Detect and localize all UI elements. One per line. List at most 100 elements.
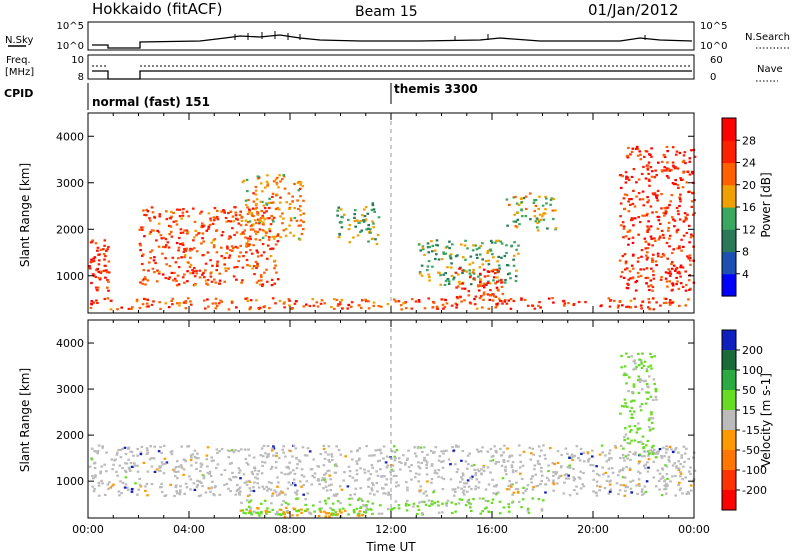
scatter-cell [654, 389, 658, 392]
scatter-cell [460, 476, 463, 479]
scatter-cell [516, 487, 520, 491]
colorbar-segment [722, 450, 736, 471]
scatter-cell [417, 461, 420, 464]
scatter-cell [628, 198, 631, 201]
scatter-cell [673, 225, 676, 228]
scatter-cell [273, 235, 277, 238]
scatter-cell [302, 199, 305, 202]
scatter-cell [406, 486, 409, 489]
scatter-cell [348, 475, 352, 478]
scatter-cell [233, 266, 236, 269]
scatter-cell [488, 298, 492, 301]
scatter-cell [679, 266, 682, 269]
scatter-cell [489, 239, 493, 242]
scatter-cell [94, 476, 97, 479]
scatter-cell [240, 281, 243, 284]
scatter-cell [302, 305, 306, 308]
scatter-cell [337, 206, 341, 209]
scatter-cell [245, 203, 248, 206]
scatter-cell [213, 238, 217, 241]
scatter-cell [225, 220, 228, 223]
scatter-cell [691, 192, 694, 195]
scatter-cell [133, 462, 136, 465]
scatter-cell [299, 195, 302, 198]
scatter-cell [306, 508, 309, 511]
scatter-cell [440, 258, 444, 261]
scatter-cell [505, 264, 509, 267]
nsky-spikes [234, 31, 646, 41]
scatter-cell [622, 405, 626, 408]
scatter-cell [252, 192, 255, 195]
scatter-cell [101, 482, 104, 485]
scatter-cell [195, 272, 198, 275]
scatter-cell [260, 254, 263, 257]
scatter-cell [246, 463, 250, 466]
scatter-cell [206, 465, 209, 468]
scatter-cell [370, 454, 374, 457]
scatter-cell [439, 274, 442, 277]
scatter-cell [651, 289, 654, 292]
scatter-cell [443, 449, 446, 452]
scatter-cell [672, 183, 676, 186]
scatter-cell [206, 251, 210, 254]
scatter-cell [646, 167, 649, 170]
scatter-cell [177, 266, 181, 269]
scatter-cell [293, 302, 297, 305]
scatter-cell [228, 254, 232, 257]
scatter-cell [203, 299, 206, 302]
scatter-cell [297, 510, 301, 513]
scatter-cell [628, 376, 631, 379]
scatter-cell [215, 229, 218, 232]
scatter-cell [607, 475, 610, 478]
scatter-cell [628, 450, 632, 453]
scatter-cell [595, 480, 599, 483]
scatter-cell [660, 207, 663, 210]
scatter-cell [637, 470, 640, 473]
scatter-cell [623, 253, 627, 256]
scatter-cell [295, 491, 298, 494]
scatter-cell [152, 259, 156, 262]
scatter-cell [235, 278, 238, 281]
scatter-cell [677, 270, 681, 273]
scatter-cell [441, 511, 444, 514]
scatter-cell [482, 286, 486, 289]
scatter-cell [205, 229, 209, 232]
scatter-cell [528, 446, 532, 449]
scatter-cell [225, 482, 229, 485]
scatter-cell [110, 458, 113, 461]
scatter-cell [418, 300, 421, 303]
scatter-cell [247, 243, 251, 246]
scatter-cell [366, 508, 369, 511]
scatter-cell [246, 212, 250, 215]
scatter-cell [224, 267, 227, 270]
scatter-cell [656, 255, 660, 258]
scatter-cell [456, 468, 460, 471]
scatter-cell [666, 161, 669, 164]
scatter-cell [272, 180, 276, 183]
scatter-cell [577, 456, 580, 460]
scatter-cell [223, 210, 226, 213]
scatter-cell [142, 209, 145, 212]
scatter-cell [650, 446, 654, 449]
scatter-cell [601, 451, 604, 454]
scatter-cell [340, 298, 344, 301]
scatter-cell [255, 299, 258, 302]
scatter-cell [625, 177, 628, 180]
scatter-cell [180, 217, 183, 220]
scatter-cell [642, 492, 646, 495]
scatter-cell [435, 239, 439, 242]
nsearch-label: N.Search [745, 32, 790, 43]
scatter-cell [377, 448, 380, 451]
scatter-cell [469, 476, 472, 479]
scatter-cell [293, 207, 296, 210]
scatter-cell [336, 304, 340, 307]
scatter-cell [164, 302, 168, 305]
scatter-cell [608, 483, 612, 486]
scatter-cell [123, 486, 127, 489]
scatter-cell [124, 476, 128, 479]
scatter-cell [680, 456, 683, 459]
scatter-cell [656, 227, 660, 230]
scatter-cell [343, 471, 346, 474]
scatter-cell [205, 282, 208, 285]
scatter-cell [342, 507, 345, 510]
